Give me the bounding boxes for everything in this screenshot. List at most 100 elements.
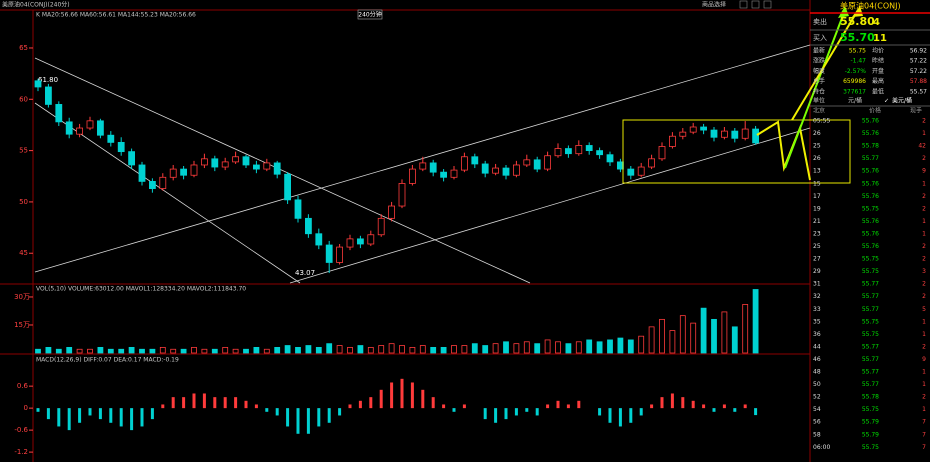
- period-badge[interactable]: 240分钟: [358, 11, 381, 19]
- candle-body: [86, 120, 94, 129]
- tick-time: 31: [813, 281, 821, 288]
- tick-time: 35: [813, 318, 821, 325]
- annotation-arrow: [784, 9, 846, 169]
- candle-body: [107, 134, 115, 143]
- volume-bar: [66, 346, 73, 354]
- volume-bar: [357, 345, 364, 354]
- arrow-head: [838, 6, 849, 18]
- volume-bar: [659, 318, 665, 354]
- candle-body: [76, 127, 83, 135]
- candle-body: [440, 171, 448, 178]
- candle-body: [585, 145, 593, 152]
- volume-bar: [232, 348, 239, 354]
- stat-label: 昨结: [872, 57, 884, 65]
- tick-price: 55.77: [862, 155, 879, 162]
- tick-volume: 1: [922, 381, 926, 388]
- y-tick-label: 0: [24, 404, 28, 412]
- tick-time: 50: [813, 381, 821, 388]
- volume-bar: [170, 348, 177, 354]
- volume-bar: [107, 348, 114, 354]
- bid-size: 11: [873, 33, 887, 44]
- y-tick-label: 55: [19, 147, 28, 155]
- candle-body: [221, 161, 229, 168]
- volume-bar: [430, 346, 437, 354]
- tick-volume: 1: [922, 230, 926, 237]
- tick-time: 26: [813, 155, 821, 162]
- candle-body: [752, 128, 759, 144]
- candle-body: [513, 164, 520, 176]
- candle-body: [700, 126, 707, 131]
- candle-body: [232, 156, 240, 163]
- tick-time: 23: [813, 230, 821, 237]
- ask-label: 卖出: [813, 17, 827, 26]
- volume-bar: [627, 339, 634, 354]
- menu-icon[interactable]: [739, 0, 748, 9]
- candle-body: [388, 205, 396, 219]
- volume-bar: [669, 330, 676, 354]
- tick-time: 26: [813, 130, 821, 137]
- annotation-arrow: [756, 120, 811, 181]
- unit-option[interactable]: 元/桶: [848, 97, 862, 105]
- candle-body: [242, 156, 250, 166]
- volume-bar: [399, 345, 405, 354]
- tick-time: 25: [813, 143, 821, 150]
- stat-value: 56.92: [910, 48, 927, 55]
- unit-label: 单位: [813, 97, 825, 105]
- candle-body: [710, 129, 718, 138]
- tick-price: 55.78: [862, 394, 879, 401]
- tick-volume: 1: [922, 218, 926, 225]
- tick-time: 21: [813, 218, 821, 225]
- volume-bar: [388, 343, 395, 354]
- tick-time: 32: [813, 293, 821, 300]
- tick-volume: 2: [922, 394, 926, 401]
- candle-body: [679, 131, 687, 137]
- tick-price: 55.75: [862, 205, 879, 212]
- volume-bar: [274, 346, 281, 354]
- tick-time: 29: [813, 268, 821, 275]
- volume-bar: [180, 348, 187, 354]
- tick-price: 55.76: [862, 193, 879, 200]
- candle-body: [304, 217, 312, 235]
- stat-value: 659986: [843, 78, 866, 85]
- candle-body: [45, 86, 52, 105]
- macd-legend: MACD(12,26,9) DIFF:0.07 DEA:0.17 MACD:-0…: [36, 357, 179, 364]
- volume-bar: [347, 346, 353, 354]
- volume-bar: [451, 345, 457, 354]
- candle-body: [523, 159, 531, 166]
- volume-bar: [211, 348, 218, 354]
- tick-volume: 1: [922, 130, 926, 137]
- candle-body: [721, 130, 728, 138]
- candle-body: [367, 234, 375, 245]
- tick-volume: 2: [922, 293, 926, 300]
- volume-bar: [76, 348, 83, 354]
- tick-volume: 7: [922, 419, 926, 426]
- candle-body: [211, 158, 219, 168]
- volume-bar: [648, 326, 655, 354]
- candle-body: [533, 159, 541, 170]
- menu-icon[interactable]: [763, 0, 772, 9]
- candle-body: [159, 176, 167, 189]
- candle-body: [637, 166, 645, 176]
- candle-body: [325, 244, 333, 263]
- candle-body: [346, 238, 354, 248]
- unit-check: ✓: [884, 98, 889, 105]
- volume-bar: [461, 345, 468, 354]
- volume-bar: [97, 346, 104, 354]
- candle-body: [596, 150, 603, 156]
- candle-body: [148, 180, 156, 189]
- candle-body: [65, 121, 73, 135]
- volume-bar: [128, 346, 135, 354]
- quote-title: 美原油04(CONJ): [840, 1, 901, 11]
- volume-bar: [118, 348, 125, 354]
- tick-volume: 2: [922, 281, 926, 288]
- menu-icon[interactable]: [751, 0, 760, 9]
- candle-body: [336, 246, 344, 263]
- volume-bar: [263, 348, 270, 354]
- tick-volume: 2: [922, 343, 926, 350]
- candle-body: [128, 151, 136, 166]
- tick-price: 55.76: [862, 180, 879, 187]
- unit-option[interactable]: 美元/桶: [892, 97, 912, 105]
- tick-price: 55.77: [862, 293, 879, 300]
- ask-price: 55.80: [840, 15, 875, 28]
- menu[interactable]: 商品选择: [702, 1, 726, 9]
